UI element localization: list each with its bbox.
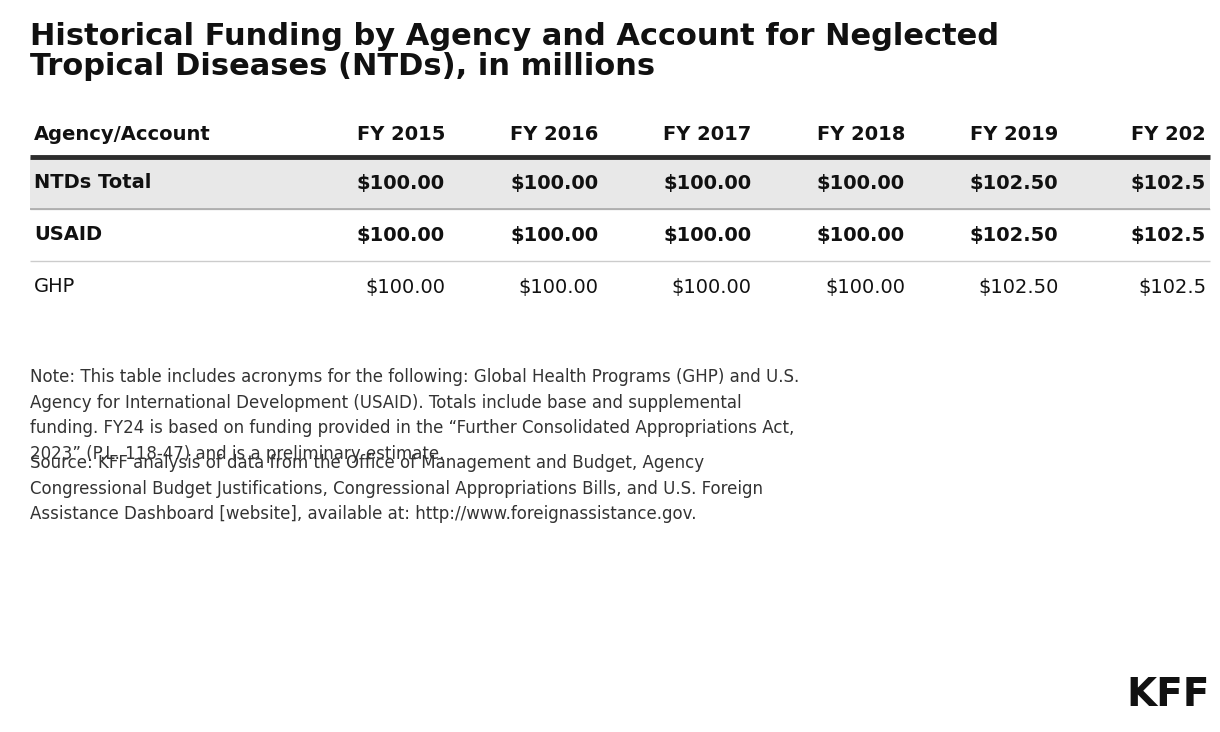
Text: $100.00: $100.00 <box>356 173 445 193</box>
Text: FY 202: FY 202 <box>1131 125 1207 144</box>
Text: $102.5: $102.5 <box>1131 173 1207 193</box>
Text: Agency/Account: Agency/Account <box>34 125 211 144</box>
Text: FY 2018: FY 2018 <box>816 125 905 144</box>
Text: NTDs Total: NTDs Total <box>34 173 151 193</box>
Text: Historical Funding by Agency and Account for Neglected: Historical Funding by Agency and Account… <box>30 22 999 51</box>
Text: $100.00: $100.00 <box>825 277 905 296</box>
Text: $100.00: $100.00 <box>664 173 752 193</box>
Text: GHP: GHP <box>34 277 76 296</box>
Text: $100.00: $100.00 <box>518 277 598 296</box>
Text: FY 2015: FY 2015 <box>356 125 445 144</box>
Text: $100.00: $100.00 <box>365 277 445 296</box>
Text: KFF: KFF <box>1126 676 1210 714</box>
Text: $102.50: $102.50 <box>970 225 1059 244</box>
Text: $102.5: $102.5 <box>1138 277 1207 296</box>
Text: Tropical Diseases (NTDs), in millions: Tropical Diseases (NTDs), in millions <box>30 52 655 81</box>
Text: USAID: USAID <box>34 225 102 244</box>
Text: $100.00: $100.00 <box>672 277 752 296</box>
Text: Source: KFF analysis of data from the Office of Management and Budget, Agency
Co: Source: KFF analysis of data from the Of… <box>30 454 762 523</box>
Text: Note: This table includes acronyms for the following: Global Health Programs (GH: Note: This table includes acronyms for t… <box>30 368 799 463</box>
Text: $102.50: $102.50 <box>978 277 1059 296</box>
Text: $102.50: $102.50 <box>970 173 1059 193</box>
Text: $100.00: $100.00 <box>510 225 598 244</box>
Text: $100.00: $100.00 <box>817 173 905 193</box>
Text: $100.00: $100.00 <box>356 225 445 244</box>
Text: $100.00: $100.00 <box>817 225 905 244</box>
Text: FY 2017: FY 2017 <box>664 125 752 144</box>
Text: $100.00: $100.00 <box>664 225 752 244</box>
Text: $102.5: $102.5 <box>1131 225 1207 244</box>
Text: FY 2019: FY 2019 <box>970 125 1059 144</box>
Text: $100.00: $100.00 <box>510 173 598 193</box>
Text: FY 2016: FY 2016 <box>510 125 598 144</box>
Bar <box>30 157 1210 209</box>
